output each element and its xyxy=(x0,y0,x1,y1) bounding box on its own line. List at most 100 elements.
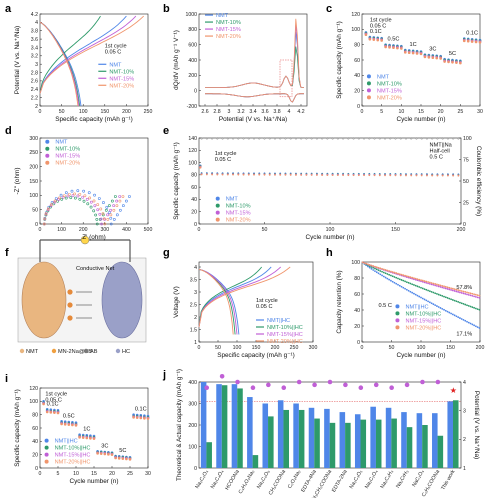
x-tick-label: 150 xyxy=(446,345,455,351)
y-tick-label: 4 xyxy=(35,20,38,26)
retention-point xyxy=(381,267,383,270)
category-label: Na₂C₂O₄ xyxy=(194,469,209,490)
capacity-point xyxy=(211,173,214,176)
legend-entry: NMT xyxy=(216,13,229,19)
legend-swatch xyxy=(44,459,49,464)
capacity-point xyxy=(384,174,386,177)
rate-point xyxy=(423,55,427,59)
capacity-point xyxy=(431,174,434,177)
capacity-point xyxy=(394,174,397,177)
x-axis-label: Potential (V vs. Na⁺/Na) xyxy=(219,116,287,123)
legend-swatch xyxy=(44,438,49,443)
y-tick-label: 3 xyxy=(35,62,38,68)
efficiency-point xyxy=(404,137,408,140)
y-tick-label: 0 xyxy=(35,222,38,228)
rate-point xyxy=(53,411,56,414)
dqdv-cathodic-curve xyxy=(205,93,304,103)
x-tick-label: 10 xyxy=(73,471,79,477)
retention-point xyxy=(404,287,406,290)
retention-point xyxy=(460,292,463,294)
capacity-point xyxy=(447,174,449,177)
retention-label: 57.8% xyxy=(456,285,472,291)
y-tick-label: 120 xyxy=(29,386,38,392)
discharge-curve xyxy=(198,269,234,335)
retention-point xyxy=(416,294,419,297)
efficiency-point xyxy=(399,137,402,140)
retention-point xyxy=(443,295,445,298)
retention-point xyxy=(405,281,408,283)
retention-point xyxy=(372,265,375,267)
panel-label-h: h xyxy=(326,247,333,259)
rate-point xyxy=(474,40,478,44)
capacity-point xyxy=(321,174,324,176)
capacity-point xyxy=(258,173,261,176)
retention-point xyxy=(455,290,458,293)
retention-point xyxy=(460,302,463,305)
x-tick-label: 150 xyxy=(391,227,400,233)
eis-point xyxy=(99,207,103,211)
x-tick-label: 200 xyxy=(476,345,485,351)
eis-point xyxy=(76,189,80,193)
y-tick-label: 3.2 xyxy=(31,54,38,60)
legend-swatch xyxy=(395,325,400,330)
panel-label-f: f xyxy=(5,247,9,259)
eis-point xyxy=(59,193,63,197)
y-axis-label: Theoretical & Actual capacity (mAh g⁻¹) xyxy=(176,369,183,481)
annotation: Half-cell xyxy=(430,149,450,155)
retention-point xyxy=(439,284,442,287)
charge-curve xyxy=(39,15,101,94)
retention-point xyxy=(377,266,380,269)
x-tick-label: 0 xyxy=(39,227,42,233)
retention-point xyxy=(367,263,369,266)
annotation: 1st cycle xyxy=(370,18,392,24)
x-tick-label: 500 xyxy=(144,227,153,233)
eis-point xyxy=(92,199,96,203)
retention-point xyxy=(443,287,445,289)
eis-tail-point xyxy=(118,199,122,203)
retention-point xyxy=(423,298,426,301)
retention-point xyxy=(474,307,477,310)
capacity-point xyxy=(237,173,240,176)
eis-point xyxy=(103,222,107,226)
retention-point xyxy=(407,281,410,284)
annotation: 1st cycle xyxy=(215,151,237,157)
legend-swatch xyxy=(45,160,50,165)
retention-point xyxy=(464,293,467,295)
legend-entry: NMT xyxy=(226,197,239,203)
rate-point xyxy=(459,61,462,65)
capacity-point xyxy=(441,174,444,177)
y-axis-label: Capacity retention (%) xyxy=(336,270,343,333)
legend-entry: NMT-10% xyxy=(216,20,241,26)
theoretical-bar xyxy=(447,401,453,468)
y2-axis-label: Potential (V vs. Na⁺/Na) xyxy=(473,391,480,459)
rate-point xyxy=(146,417,150,420)
retention-point xyxy=(459,289,461,292)
y-axis-label: Specific capacity (mAh g⁻¹) xyxy=(173,142,180,220)
eis-tail-point xyxy=(115,213,119,217)
retention-point xyxy=(413,284,415,286)
retention-point xyxy=(405,288,408,291)
charge-curve xyxy=(39,15,137,94)
eis-point xyxy=(86,202,90,206)
y-tick-label: 2.6 xyxy=(31,79,38,85)
eis-point xyxy=(43,217,47,221)
legend-entry: NMT-20% xyxy=(55,161,80,167)
potential-point xyxy=(266,382,271,388)
potential-point xyxy=(312,382,317,388)
capacity-point xyxy=(253,173,255,176)
retention-point xyxy=(446,286,449,289)
y-tick-label: 3.8 xyxy=(31,29,38,35)
rate-point xyxy=(49,411,53,414)
retention-point xyxy=(462,303,465,305)
retention-point xyxy=(474,325,477,328)
potential-point xyxy=(420,379,425,385)
retention-point xyxy=(466,304,468,307)
x-tick-label: 50 xyxy=(389,345,395,351)
category-label: Na₂C₃O₅ xyxy=(349,469,365,490)
retention-point xyxy=(451,289,454,292)
retention-point xyxy=(476,308,479,311)
retention-point xyxy=(418,286,421,288)
y-tick-label: 120 xyxy=(351,12,360,18)
retention-point xyxy=(457,291,460,293)
potential-point xyxy=(343,382,348,388)
